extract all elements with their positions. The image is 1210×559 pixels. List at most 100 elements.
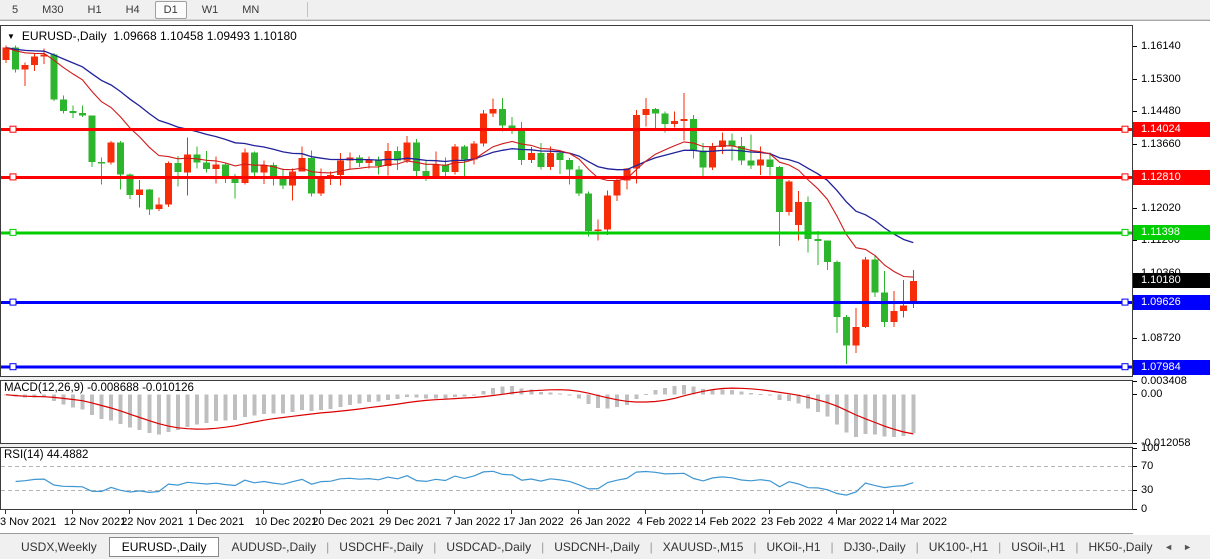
price-axis-tick: 1.15300 xyxy=(1133,73,1210,86)
chart-window: ▼ EURUSD-,Daily 1.09668 1.10458 1.09493 1… xyxy=(0,20,1210,535)
chart-dropdown-icon[interactable]: ▼ xyxy=(7,32,15,41)
tab-hk50-daily[interactable]: HK50-,Daily xyxy=(1088,540,1153,554)
time-axis-tick xyxy=(644,510,646,514)
time-axis-label: 7 Jan 2022 xyxy=(445,516,501,528)
level-handle xyxy=(1121,228,1129,236)
time-axis-tick xyxy=(453,510,455,514)
price-level-badge: 1.14024 xyxy=(1133,122,1210,138)
level-handle xyxy=(9,298,17,306)
chart-ohlc-values: 1.09668 1.10458 1.09493 1.10180 xyxy=(113,29,297,43)
tab-separator: | xyxy=(753,540,757,554)
macd-histogram xyxy=(4,384,916,437)
time-axis[interactable]: 3 Nov 2021 12 Nov 2021 22 Nov 2021 1 Dec 20… xyxy=(0,510,1133,533)
level-handle xyxy=(1121,173,1129,181)
timeframe-button-m30[interactable]: M30 xyxy=(42,3,64,16)
time-axis-label: 22 Nov 2021 xyxy=(121,516,184,528)
tab-usdx-weekly[interactable]: USDX,Weekly xyxy=(21,540,97,554)
time-axis-label: 1 Dec 2021 xyxy=(188,516,245,528)
macd-label: MACD(12,26,9) -0.008688 -0.010126 xyxy=(4,382,194,394)
time-axis-tick xyxy=(129,510,131,514)
timeframe-button-w1[interactable]: W1 xyxy=(201,3,219,16)
timeframe-button-mn[interactable]: MN xyxy=(242,3,260,16)
price-axis-tick: 1.12020 xyxy=(1133,202,1210,215)
time-axis-tick xyxy=(5,510,6,514)
time-axis-label: 4 Mar 2022 xyxy=(827,516,884,528)
toolbar-separator xyxy=(307,2,309,17)
price-axis-tick: 1.14480 xyxy=(1133,105,1210,118)
price-level-badge: 1.09626 xyxy=(1133,295,1210,311)
rsi-axis-tick: 30 xyxy=(1133,484,1210,497)
timeframe-button-5[interactable]: 5 xyxy=(12,3,19,16)
time-axis-tick xyxy=(71,510,73,514)
tab-audusd-daily[interactable]: AUDUSD-,Daily xyxy=(231,540,317,554)
chart-title: ▼ EURUSD-,Daily 1.09668 1.10458 1.09493 1… xyxy=(7,29,297,43)
tab-separator: | xyxy=(1075,540,1079,554)
time-axis-tick xyxy=(262,510,264,514)
level-handle xyxy=(1121,125,1129,133)
price-axis-tick: 1.08720 xyxy=(1133,332,1210,345)
pane-splitter[interactable] xyxy=(0,444,1133,447)
time-axis-label: 29 Dec 2021 xyxy=(379,516,442,528)
tab-eurusd-daily[interactable]: EURUSD-,Daily xyxy=(108,537,220,557)
price-level-badge: 1.11398 xyxy=(1133,225,1210,241)
timeframe-toolbar: 5 M30 H1 H4 D1 W1 MN xyxy=(0,0,1210,20)
tab-scroll-left-icon[interactable]: ◄ xyxy=(1164,542,1184,552)
tab-usoil-h1[interactable]: USOil-,H1 xyxy=(1011,540,1066,554)
time-axis-label: 4 Feb 2022 xyxy=(636,516,693,528)
tab-separator: | xyxy=(830,540,834,554)
time-axis-label: 23 Feb 2022 xyxy=(761,516,823,528)
candles-layer xyxy=(2,45,917,365)
time-axis-label: 17 Jan 2022 xyxy=(503,516,564,528)
time-axis-label: 20 Dec 2021 xyxy=(312,516,375,528)
tab-xauusd-m15[interactable]: XAUUSD-,M15 xyxy=(662,540,744,554)
rsi-axis-tick: 0 xyxy=(1133,503,1210,516)
tab-separator: | xyxy=(326,540,330,554)
symbol-tab-bar: USDX,Weekly EURUSD-,Daily AUDUSD-,Daily | US… xyxy=(0,535,1210,559)
time-axis-tick xyxy=(196,510,197,514)
time-axis-tick xyxy=(511,510,513,514)
price-pane xyxy=(0,25,1133,377)
tab-separator: | xyxy=(915,540,919,554)
tab-scroll-arrows: ◄► xyxy=(1164,542,1202,552)
macd-pane: MACD(12,26,9) -0.008688 -0.010126 xyxy=(0,380,1133,444)
current-price-badge: 1.10180 xyxy=(1133,273,1210,289)
tab-ukoil-h1[interactable]: UKOil-,H1 xyxy=(766,540,821,554)
timeframe-button-d1[interactable]: D1 xyxy=(154,0,187,19)
pane-splitter[interactable] xyxy=(0,377,1133,380)
tab-usdchf-daily[interactable]: USDCHF-,Daily xyxy=(339,540,424,554)
time-axis-tick xyxy=(769,510,770,514)
rsi-axis-tick: 100 xyxy=(1133,442,1210,455)
tab-separator: | xyxy=(433,540,437,554)
price-level-badge: 1.12810 xyxy=(1133,169,1210,185)
time-axis-label: 3 Nov 2021 xyxy=(0,516,57,528)
timeframe-button-h1[interactable]: H1 xyxy=(87,3,102,16)
price-chart-canvas[interactable] xyxy=(1,26,1132,376)
level-handle xyxy=(1121,363,1129,371)
level-handle xyxy=(9,363,17,371)
level-handle xyxy=(1121,298,1129,306)
time-axis-tick xyxy=(835,510,837,514)
rsi-label: RSI(14) 44.4882 xyxy=(4,449,89,461)
time-axis-tick xyxy=(320,510,322,514)
rsi-chart-canvas[interactable] xyxy=(1,448,1132,509)
macd-chart-canvas[interactable] xyxy=(1,381,1132,443)
time-axis-tick xyxy=(702,510,704,514)
macd-axis-tick: -0.012058 xyxy=(1133,437,1210,450)
tab-dj30-daily[interactable]: DJ30-,Daily xyxy=(843,540,906,554)
price-scale-axis[interactable]: 1.161401.153001.144801.136601.120201.112… xyxy=(1133,21,1210,535)
time-axis-tick xyxy=(387,510,388,514)
tab-uk100-h1[interactable]: UK100-,H1 xyxy=(928,540,989,554)
tab-scroll-right-icon[interactable]: ► xyxy=(1183,542,1202,552)
macd-axis-tick: 0.003408 xyxy=(1133,375,1210,388)
ma-slow-line xyxy=(5,46,914,244)
rsi-pane: RSI(14) 44.4882 xyxy=(0,447,1133,510)
tab-usdcad-daily[interactable]: USDCAD-,Daily xyxy=(446,540,532,554)
timeframe-button-h4[interactable]: H4 xyxy=(125,3,140,16)
tab-usdcnh-daily[interactable]: USDCNH-,Daily xyxy=(554,540,640,554)
time-axis-label: 12 Nov 2021 xyxy=(63,516,127,528)
price-level-badge: 1.07984 xyxy=(1133,359,1210,375)
rsi-axis-tick: 70 xyxy=(1133,460,1210,473)
ma-fast-line xyxy=(5,47,914,278)
tab-separator: | xyxy=(649,540,653,554)
